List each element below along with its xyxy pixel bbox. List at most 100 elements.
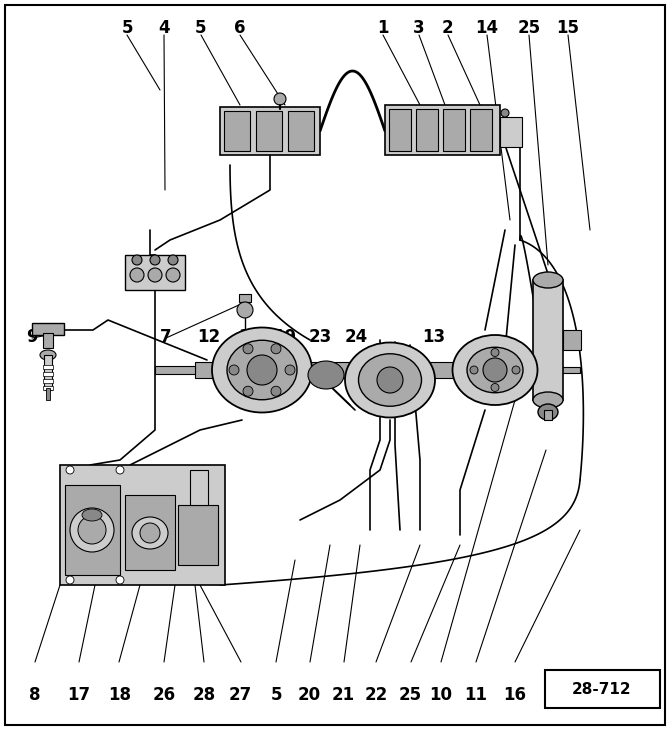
Ellipse shape — [452, 335, 537, 405]
Ellipse shape — [82, 509, 102, 521]
Bar — [65, 485, 120, 575]
Text: 7: 7 — [160, 328, 172, 346]
Ellipse shape — [467, 347, 523, 393]
Text: 17: 17 — [68, 686, 90, 704]
Ellipse shape — [271, 344, 281, 354]
Ellipse shape — [274, 93, 286, 105]
Bar — [46, 388, 50, 400]
Text: 5: 5 — [121, 19, 133, 36]
Ellipse shape — [116, 576, 124, 584]
Bar — [178, 505, 218, 565]
Text: 3: 3 — [413, 19, 425, 36]
Ellipse shape — [533, 392, 563, 408]
Text: 26: 26 — [153, 686, 176, 704]
Text: 11: 11 — [464, 686, 487, 704]
Ellipse shape — [243, 386, 253, 396]
Bar — [416, 109, 438, 151]
Text: 2: 2 — [442, 19, 454, 36]
Text: 25: 25 — [518, 19, 541, 36]
Text: 14: 14 — [475, 19, 498, 36]
Text: 15: 15 — [557, 19, 580, 36]
Ellipse shape — [308, 361, 344, 389]
Ellipse shape — [66, 576, 74, 584]
Ellipse shape — [237, 302, 253, 318]
Ellipse shape — [116, 466, 124, 474]
Ellipse shape — [491, 383, 499, 391]
Text: 27: 27 — [228, 686, 251, 704]
Ellipse shape — [132, 255, 142, 265]
Ellipse shape — [247, 355, 277, 385]
Ellipse shape — [271, 386, 281, 396]
Ellipse shape — [501, 109, 509, 117]
Ellipse shape — [78, 516, 106, 544]
Bar — [43, 365, 53, 369]
Text: 24: 24 — [345, 328, 368, 346]
Ellipse shape — [377, 367, 403, 393]
Ellipse shape — [358, 354, 421, 407]
Ellipse shape — [483, 358, 507, 382]
Ellipse shape — [345, 342, 435, 418]
Bar — [32, 323, 64, 335]
Ellipse shape — [148, 268, 162, 282]
Bar — [545, 670, 660, 708]
Bar — [563, 330, 581, 350]
Ellipse shape — [166, 268, 180, 282]
Ellipse shape — [533, 272, 563, 288]
Ellipse shape — [491, 348, 499, 356]
Bar — [239, 294, 251, 302]
Bar — [43, 372, 53, 376]
Text: 28-712: 28-712 — [572, 682, 632, 696]
Ellipse shape — [168, 255, 178, 265]
Text: 13: 13 — [423, 328, 446, 346]
Bar — [288, 111, 314, 151]
Ellipse shape — [470, 366, 478, 374]
Bar — [533, 280, 563, 400]
Bar — [43, 386, 53, 390]
Bar — [44, 355, 52, 390]
Bar — [544, 410, 552, 420]
Bar — [190, 470, 208, 505]
Text: 4: 4 — [158, 19, 170, 36]
Ellipse shape — [66, 466, 74, 474]
Bar — [470, 109, 492, 151]
Ellipse shape — [538, 404, 558, 420]
Ellipse shape — [70, 508, 114, 552]
Text: 23: 23 — [309, 328, 332, 346]
Text: 16: 16 — [503, 686, 526, 704]
Bar — [43, 333, 53, 348]
Text: 12: 12 — [198, 328, 220, 346]
Ellipse shape — [227, 340, 297, 400]
Text: 25: 25 — [399, 686, 421, 704]
Ellipse shape — [243, 344, 253, 354]
Bar — [500, 117, 522, 147]
Bar — [443, 109, 465, 151]
Text: 18: 18 — [108, 686, 131, 704]
Text: 28: 28 — [193, 686, 216, 704]
Ellipse shape — [132, 517, 168, 549]
Text: 10: 10 — [429, 686, 452, 704]
Text: 1: 1 — [377, 19, 389, 36]
Bar — [550, 367, 580, 373]
Bar — [220, 107, 320, 155]
Text: 9: 9 — [26, 328, 38, 346]
Ellipse shape — [40, 350, 56, 360]
Bar — [43, 379, 53, 383]
Ellipse shape — [130, 268, 144, 282]
Text: 5: 5 — [195, 19, 207, 36]
Text: 6: 6 — [234, 19, 246, 36]
Bar — [125, 495, 175, 570]
Text: 21: 21 — [332, 686, 354, 704]
Bar — [155, 366, 195, 374]
Ellipse shape — [285, 365, 295, 375]
Text: 19: 19 — [273, 328, 296, 346]
Bar — [195, 362, 515, 378]
Bar — [60, 465, 225, 585]
Bar — [515, 365, 550, 375]
Bar — [256, 111, 282, 151]
Bar — [125, 255, 185, 290]
Ellipse shape — [140, 523, 160, 543]
Bar — [224, 111, 250, 151]
Text: 22: 22 — [365, 686, 388, 704]
Bar — [389, 109, 411, 151]
Text: 10: 10 — [238, 328, 261, 346]
